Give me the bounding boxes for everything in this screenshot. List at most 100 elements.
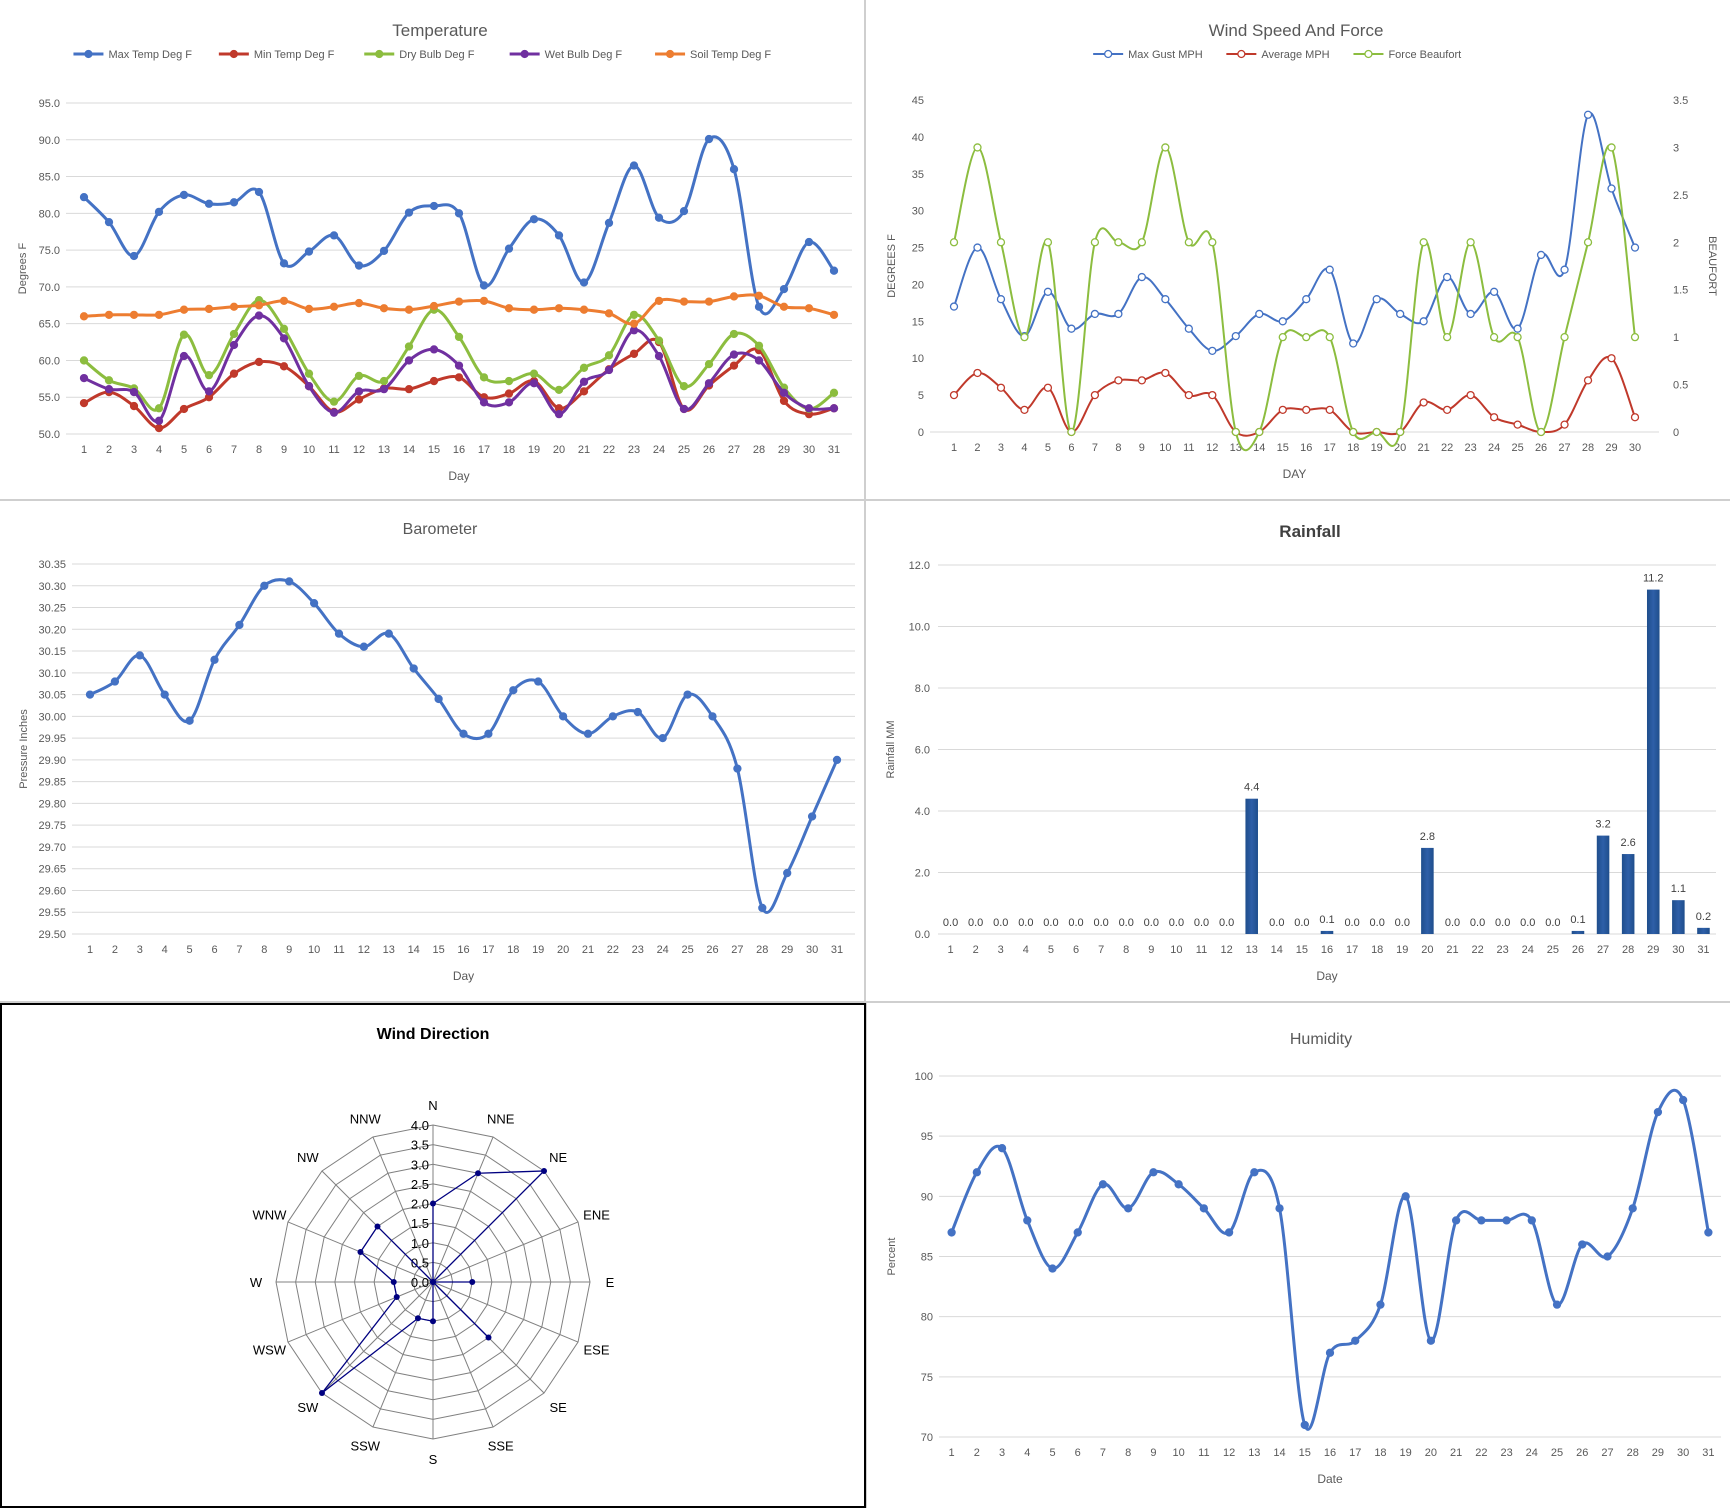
data-point [1603,1252,1612,1261]
x-tick-label: 12 [353,444,365,456]
data-point [354,298,364,308]
data-point [1607,184,1616,193]
legend-label: Force Beaufort [1388,49,1461,61]
y2-tick-label: 3 [1673,142,1679,154]
y-tick-label: 55.0 [39,392,60,404]
x-tick-label: 29 [1652,1447,1664,1459]
data-point [1536,427,1546,437]
x-tick-label: 1 [951,442,957,454]
data-point [541,1167,548,1174]
direction-label: NE [549,1150,567,1165]
x-tick-label: 18 [503,444,515,456]
data-point [654,296,664,306]
direction-label: NNW [350,1111,382,1126]
data-point [1466,390,1475,400]
x-tick-label: 12 [358,944,370,956]
radar-spoke [372,1281,434,1428]
data-point [679,404,689,414]
data-point [758,903,767,913]
data-point [285,577,294,586]
data-point [1630,332,1640,342]
data-point [1231,427,1240,437]
x-tick-label: 24 [1488,442,1500,454]
data-point [379,384,389,394]
data-point [1149,1168,1158,1177]
data-point [729,329,739,339]
data-point [658,733,667,743]
x-tick-label: 8 [1115,442,1121,454]
bar [1621,854,1635,934]
data-point [429,201,439,211]
y-tick-label: 90 [921,1191,933,1203]
bar-data-label: 0.0 [1169,917,1184,929]
data-point [579,305,589,314]
x-tick-label: 7 [1092,442,1098,454]
x-tick-label: 21 [1418,442,1430,454]
data-point [1300,1420,1309,1430]
data-point [1607,143,1616,152]
data-point [379,304,389,313]
bar-data-label: 4.4 [1244,782,1259,794]
radial-tick-label: 2.0 [411,1197,429,1212]
data-point [404,208,414,217]
data-point [579,387,589,396]
data-point [1628,1204,1637,1213]
data-point [379,246,389,255]
data-point [554,231,564,240]
data-point [1278,317,1287,326]
data-point [318,1390,325,1397]
x-tick-label: 4 [1021,442,1027,454]
data-point [973,143,982,152]
data-point [779,396,789,406]
data-point [1349,427,1358,437]
data-point [1067,427,1076,437]
legend-swatch-marker [84,49,93,59]
x-tick-label: 24 [1526,1447,1538,1459]
data-point [997,1144,1007,1153]
data-point [829,404,839,413]
x-tick-label: 29 [1605,442,1617,454]
data-point [304,382,314,391]
x-tick-label: 6 [206,444,212,456]
x-tick-label: 2 [974,1447,980,1459]
x-tick-label: 31 [828,444,840,456]
data-point [829,266,839,275]
data-point [1630,413,1640,422]
y2-tick-label: 1 [1673,332,1679,344]
data-point [329,231,339,240]
data-point [475,1170,482,1177]
x-tick-label: 16 [457,944,469,956]
data-point [354,387,364,396]
x-tick-label: 23 [1497,944,1509,956]
legend-swatch-marker [1237,49,1246,59]
chart-title: Humidity [1290,1031,1352,1048]
x-tick-label: 15 [432,944,444,956]
x-tick-label: 6 [1073,944,1079,956]
data-point [654,213,664,222]
data-point [430,1200,436,1207]
bar-data-label: 0.0 [1219,917,1234,929]
data-point [1275,1204,1284,1213]
data-point [1073,1228,1082,1237]
y-tick-label: 2.0 [915,868,930,880]
data-point [129,251,139,261]
y-tick-label: 0.0 [915,929,930,941]
y-tick-label: 90.0 [39,135,60,147]
data-point [204,387,214,396]
bar-data-label: 0.0 [1545,917,1560,929]
x-tick-label: 2 [106,444,112,456]
x-axis-label: Day [453,969,474,983]
data-point [534,677,543,686]
data-point [479,296,489,306]
data-point [329,408,339,417]
direction-label: SSE [488,1439,514,1454]
data-point [529,305,539,314]
data-point [1161,368,1170,378]
x-tick-label: 14 [1273,1447,1285,1459]
data-point [1396,309,1405,319]
data-point [1583,376,1593,385]
data-point [79,398,89,408]
legend-swatch-marker [375,49,384,59]
x-tick-label: 30 [803,444,815,456]
data-point [1090,309,1100,319]
